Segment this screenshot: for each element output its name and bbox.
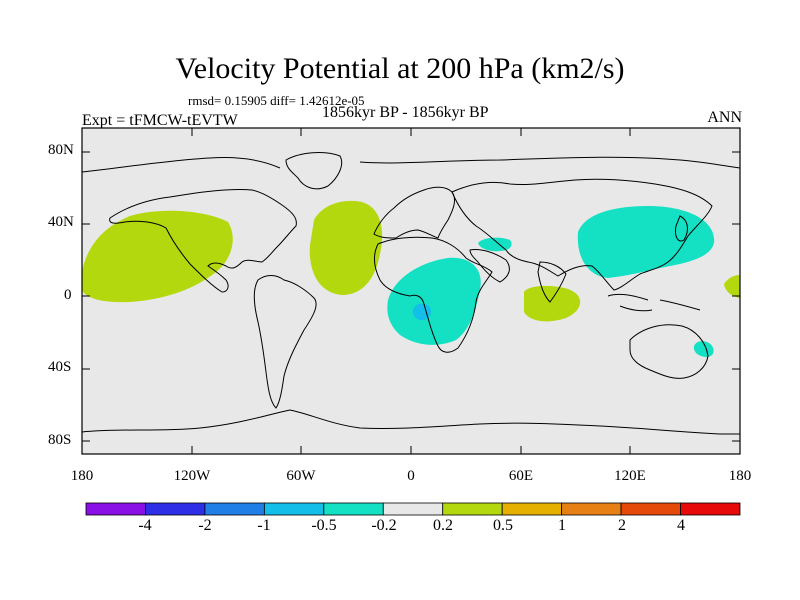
colorbar-box-6 <box>442 502 503 516</box>
season-label: ANN <box>707 109 742 126</box>
ytick-label-80s: 80S <box>48 432 72 448</box>
coast-asia <box>451 178 713 291</box>
colorbar-label-8: 2 <box>618 517 626 534</box>
positive-region-north-pacific <box>82 210 233 303</box>
colorbar-label-4: -0.2 <box>371 517 397 534</box>
anomaly-fields <box>82 200 740 358</box>
colorbar-box-9 <box>620 502 681 516</box>
colorbar-label-5: 0.2 <box>433 517 453 534</box>
ytick-label-0: 0 <box>64 287 72 303</box>
experiment-label: Expt = tFMCW-tEVTW <box>82 112 238 129</box>
colorbar-box-5 <box>382 502 444 516</box>
coast-south-america <box>253 275 317 409</box>
period-subtitle: 1856kyr BP - 1856kyr BP <box>322 104 489 121</box>
colorbar-box-8 <box>561 502 622 516</box>
coast-australia <box>629 324 709 379</box>
negative-region-east-asia <box>577 206 715 278</box>
colorbar-box-2 <box>204 502 265 516</box>
negative-region-africa <box>387 257 481 345</box>
positive-region-indian-ocean <box>524 285 581 322</box>
colorbar-box-1 <box>145 502 206 516</box>
ytick-label-40n: 40N <box>48 214 74 230</box>
ytick-label-40s: 40S <box>48 359 72 375</box>
xtick-label-120w: 120W <box>173 468 211 484</box>
coast-maritime <box>607 293 701 312</box>
negative-region-australia-east <box>693 341 714 358</box>
xtick-label-0: 0 <box>407 468 415 484</box>
colorbar-box-0 <box>85 502 146 516</box>
coastlines <box>82 152 740 435</box>
coast-antarctica <box>82 409 740 435</box>
colorbar-label-7: 1 <box>558 517 566 534</box>
colorbar-box-7 <box>501 502 563 516</box>
coast-arctic-north <box>82 156 740 173</box>
coast-greenland <box>285 152 343 190</box>
axis-ticks <box>81 128 741 454</box>
colorbar-box-3 <box>263 502 325 516</box>
colorbar-label-2: -1 <box>257 517 271 534</box>
colorbar-box-10 <box>680 502 741 516</box>
coast-africa <box>373 236 493 353</box>
xtick-label-180w: 180 <box>70 468 94 484</box>
xtick-label-60w: 60W <box>286 468 316 484</box>
coast-india <box>537 261 567 303</box>
xtick-label-120e: 120E <box>614 468 646 484</box>
strong-negative-region-gulf-of-guinea <box>412 303 432 321</box>
colorbar-label-6: 0.5 <box>493 517 513 534</box>
coast-europe <box>373 186 455 239</box>
xtick-label-60e: 60E <box>508 468 534 484</box>
coast-arabia <box>469 249 510 283</box>
xtick-label-180e: 180 <box>728 468 752 484</box>
stats-line: rmsd= 0.15905 diff= 1.42612e-05 <box>188 93 365 108</box>
positive-region-west-pacific <box>724 275 740 298</box>
map-title: Velocity Potential at 200 hPa (km2/s) <box>175 52 625 85</box>
coast-japan <box>675 215 688 242</box>
colorbar-label-0: -4 <box>138 517 152 534</box>
coast-north-america <box>109 188 297 293</box>
colorbar-box-4 <box>323 502 384 516</box>
colorbar-label-9: 4 <box>677 517 685 534</box>
colorbar <box>85 502 741 516</box>
colorbar-label-1: -2 <box>198 517 212 534</box>
ytick-label-80n: 80N <box>48 142 74 158</box>
colorbar-label-3: -0.5 <box>311 517 337 534</box>
positive-region-atlantic <box>309 200 383 295</box>
